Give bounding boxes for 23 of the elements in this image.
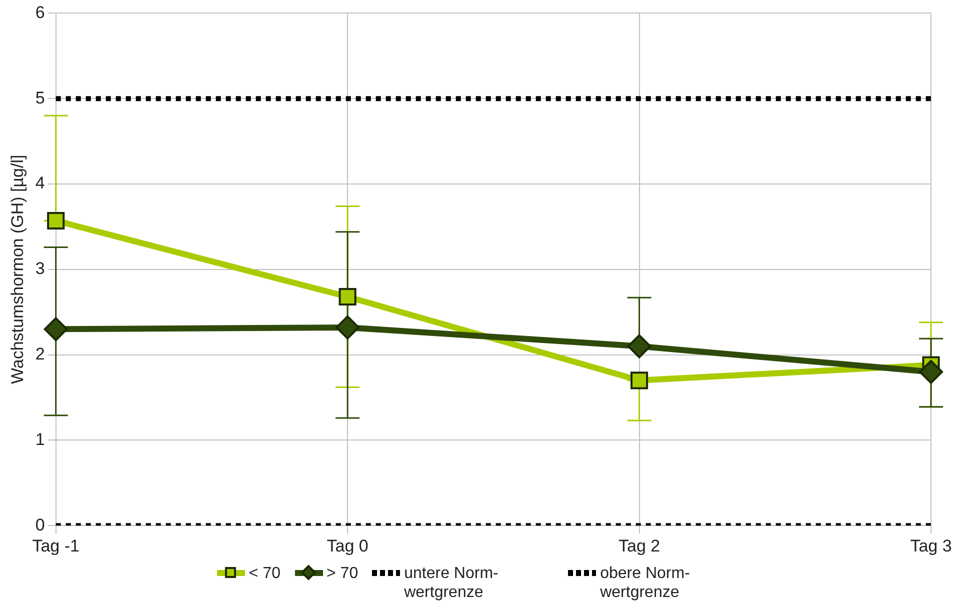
- y-tick-label: 3: [35, 259, 45, 278]
- point: [627, 334, 652, 358]
- y-tick-label: 5: [35, 88, 45, 108]
- point: [338, 288, 356, 306]
- x-tick-label: Tag 3: [910, 536, 952, 556]
- legend-label: obere Norm-wertgrenze: [600, 564, 691, 602]
- legend-label: > 70: [326, 564, 358, 583]
- point: [47, 212, 65, 230]
- y-tick-label: 1: [35, 430, 45, 449]
- x-tick-label: Tag 2: [618, 536, 660, 556]
- y-tick-label: 0: [35, 515, 45, 534]
- point: [630, 372, 648, 390]
- x-tick-label: Tag 0: [326, 536, 368, 556]
- legend-label: < 70: [248, 564, 280, 583]
- y-tick-label: 2: [35, 344, 45, 364]
- point: [919, 360, 943, 384]
- legend-label: untere Norm-wertgrenze: [404, 564, 500, 602]
- y-tick-label: 6: [35, 2, 45, 22]
- point: [336, 315, 360, 340]
- y-axis-title: Wachstumshormon (GH) [µg/l]: [8, 154, 27, 384]
- point: [44, 317, 68, 342]
- y-tick-label: 4: [35, 174, 45, 193]
- x-tick-label: Tag -1: [32, 536, 80, 556]
